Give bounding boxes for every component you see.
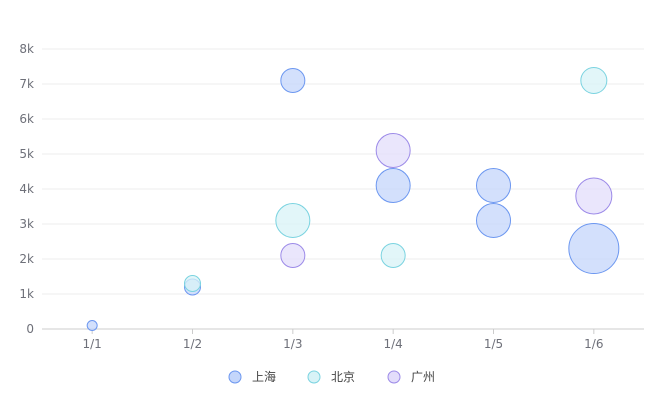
legend[interactable]: 上海 北京 广州	[228, 369, 435, 384]
legend-marker	[228, 370, 242, 384]
legend-label: 北京	[331, 370, 355, 384]
bubble-point[interactable]	[375, 168, 411, 203]
x-tick-label: 1/6	[584, 337, 603, 351]
y-tick-label: 0	[26, 322, 34, 336]
x-tick-label: 1/1	[83, 337, 102, 351]
y-tick-label: 8k	[19, 42, 34, 56]
x-tick-label: 1/3	[283, 337, 302, 351]
bubble-point[interactable]	[476, 168, 511, 203]
bubble-point[interactable]	[580, 67, 608, 94]
x-tick-label: 1/5	[484, 337, 503, 351]
x-tick-label: 1/4	[384, 337, 403, 351]
bubble-point[interactable]	[280, 68, 306, 93]
bubble-point[interactable]	[380, 243, 406, 268]
grid-lines	[42, 48, 644, 295]
legend-marker	[387, 370, 401, 384]
y-tick-label: 3k	[19, 217, 34, 231]
x-axis-labels: 1/1 1/2 1/3 1/4 1/5 1/6	[83, 337, 604, 351]
y-tick-label: 6k	[19, 112, 34, 126]
y-tick-label: 5k	[19, 147, 34, 161]
legend-item[interactable]: 北京	[307, 370, 355, 384]
y-tick-label: 7k	[19, 77, 34, 91]
bubble-point[interactable]	[86, 320, 98, 331]
x-axis	[42, 328, 644, 334]
y-tick-label: 1k	[19, 287, 34, 301]
legend-item[interactable]: 广州	[387, 370, 435, 384]
bubble-point[interactable]	[575, 177, 613, 215]
legend-label: 上海	[252, 369, 276, 384]
x-tick-label: 1/2	[183, 337, 202, 351]
y-axis-labels: 0 1k 2k 3k 4k 5k 6k 7k 8k	[19, 42, 34, 336]
bubble-point[interactable]	[568, 223, 620, 274]
bubbles	[86, 67, 620, 331]
y-tick-label: 2k	[19, 252, 34, 266]
bubble-point[interactable]	[275, 203, 311, 238]
bubble-point[interactable]	[375, 133, 411, 168]
legend-item[interactable]: 上海	[228, 369, 276, 384]
bubble-point[interactable]	[476, 203, 511, 238]
legend-label: 广州	[411, 370, 435, 384]
bubble-point[interactable]	[280, 243, 306, 268]
legend-marker	[307, 370, 321, 384]
bubble-point[interactable]	[184, 275, 201, 292]
y-tick-label: 4k	[19, 182, 34, 196]
